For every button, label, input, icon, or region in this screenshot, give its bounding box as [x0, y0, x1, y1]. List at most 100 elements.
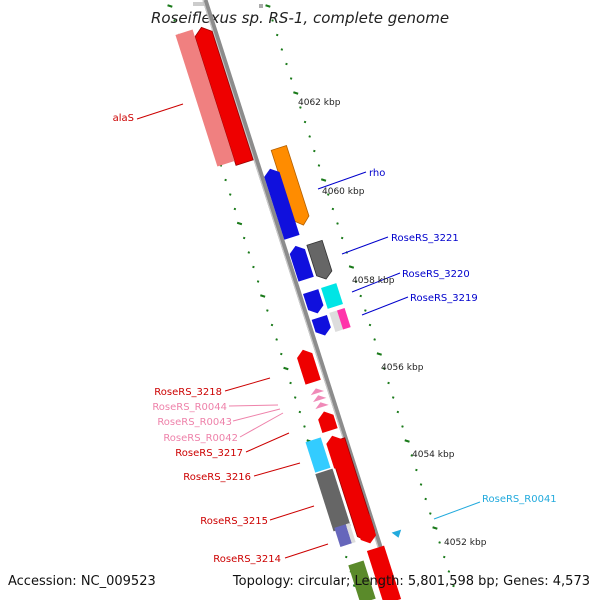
tick-mark	[283, 366, 289, 371]
tick-mark	[331, 207, 335, 211]
gene-roseRS-3219[interactable]	[329, 308, 351, 332]
leader-alaS	[136, 103, 184, 120]
cut-segment	[259, 4, 263, 8]
gene-roseRS-3217[interactable]	[316, 409, 338, 433]
tick-mark	[260, 294, 266, 298]
tick-mark	[298, 410, 302, 414]
tick-mark	[336, 222, 339, 225]
gene-roseRS-R0041[interactable]	[391, 529, 404, 540]
gene-label-roseRS-R0044[interactable]: RoseRS_R0044	[152, 402, 227, 413]
position-label: 4054 kbp	[412, 450, 455, 460]
gene-label-rho[interactable]: rho	[369, 168, 385, 179]
tick-mark	[410, 454, 414, 457]
tick-track-outer	[265, 4, 455, 588]
gene-roseRS-R0042[interactable]	[314, 400, 329, 410]
gene-label-roseRS-3218[interactable]: RoseRS_3218	[154, 387, 222, 398]
tick-mark	[429, 512, 432, 515]
tick-mark	[167, 4, 173, 8]
position-label: 4058 kbp	[352, 276, 395, 286]
gene-label-roseRS-3221[interactable]: RoseRS_3221	[391, 233, 459, 244]
gene-label-roseRS-R0041[interactable]: RoseRS_R0041	[482, 494, 557, 505]
tick-mark	[376, 352, 382, 356]
tick-mark	[452, 584, 455, 588]
tick-mark	[359, 294, 362, 298]
leader-roseRS-3216	[253, 462, 301, 477]
gene-label-roseRS-3220[interactable]: RoseRS_3220	[402, 269, 470, 280]
leader-roseRS-3221	[341, 236, 389, 255]
tick-mark	[275, 338, 278, 341]
position-label: 4060 kbp	[322, 187, 365, 197]
tick-mark	[303, 120, 307, 124]
tick-mark	[308, 135, 311, 138]
tick-mark	[224, 178, 227, 182]
gene-blue-3[interactable]	[303, 289, 325, 316]
tick-mark	[387, 381, 390, 385]
tick-mark	[173, 19, 176, 22]
gene-label-roseRS-3217[interactable]: RoseRS_3217	[175, 448, 243, 459]
gene-blue-4[interactable]	[311, 314, 333, 338]
tick-mark	[293, 91, 299, 95]
gene-blue-2[interactable]	[288, 243, 314, 282]
leader-roseRS-R0044	[228, 404, 279, 407]
tick-mark	[340, 236, 344, 240]
gene-alaS-pink[interactable]	[175, 29, 235, 167]
gene-roseRS-R0044[interactable]	[309, 386, 325, 396]
tick-mark	[432, 526, 438, 530]
gene-label-roseRS-3216[interactable]: RoseRS_3216	[183, 472, 251, 483]
gene-roseRS-R0043[interactable]	[312, 393, 327, 403]
tick-mark	[293, 396, 297, 399]
tick-mark	[354, 280, 358, 283]
gene-gray-long[interactable]	[315, 468, 351, 532]
tick-mark	[236, 221, 243, 226]
gene-roseRS-3221[interactable]	[306, 239, 334, 281]
gene-red-small[interactable]	[325, 433, 350, 469]
leader-roseRS-R0042	[239, 412, 284, 438]
tick-mark	[233, 207, 237, 211]
tick-mark	[438, 541, 441, 544]
gene-label-roseRS-R0043[interactable]: RoseRS_R0043	[157, 417, 232, 428]
gene-alaS[interactable]	[193, 25, 254, 166]
tick-mark	[404, 439, 410, 443]
tick-mark	[396, 410, 400, 414]
gene-roseRS-3214[interactable]	[366, 545, 402, 600]
tick-mark	[280, 48, 284, 51]
leader-roseRS-3214	[284, 543, 329, 559]
gene-cyan[interactable]	[305, 437, 331, 473]
gene-label-roseRS-3214[interactable]: RoseRS_3214	[213, 554, 281, 565]
tick-mark	[270, 323, 274, 327]
leader-roseRS-R0041	[433, 501, 481, 520]
tick-mark	[317, 164, 321, 167]
tick-mark	[313, 149, 316, 153]
tick-mark	[303, 425, 306, 428]
position-label: 4052 kbp	[444, 538, 487, 548]
gene-olive[interactable]	[348, 560, 376, 600]
topology-text: Topology: circular; Length: 5,801,598 bp…	[232, 574, 590, 589]
leader-rho	[317, 171, 367, 190]
gene-label-roseRS-3219[interactable]: RoseRS_3219	[410, 293, 478, 304]
accession-text: Accession: NC_009523	[8, 574, 156, 589]
tick-mark	[348, 265, 355, 269]
tick-mark	[280, 352, 283, 356]
map-title: Roseiflexus sp. RS-1, complete genome	[150, 9, 450, 27]
leader-roseRS-3215	[269, 505, 315, 521]
tick-mark	[344, 555, 348, 559]
gene-roseRS-3218[interactable]	[295, 347, 321, 385]
gene-label-alaS[interactable]: alaS	[113, 113, 134, 124]
gene-roseRS-3220[interactable]	[321, 283, 343, 309]
gene-roseRS-3215[interactable]	[354, 514, 378, 546]
tick-mark	[320, 178, 327, 182]
tick-mark	[368, 323, 372, 327]
tick-mark	[424, 497, 427, 501]
tick-mark	[228, 193, 232, 196]
tick-mark	[382, 367, 386, 370]
leader-roseRS-3220	[351, 272, 401, 293]
tick-mark	[442, 555, 446, 559]
tick-mark	[419, 483, 423, 486]
leader-roseRS-R0043	[232, 408, 281, 422]
gene-blue-1[interactable]	[262, 166, 300, 240]
gene-label-roseRS-R0042[interactable]: RoseRS_R0042	[163, 433, 238, 444]
position-label: 4056 kbp	[381, 363, 424, 373]
tick-mark	[447, 570, 451, 573]
gene-label-roseRS-3215[interactable]: RoseRS_3215	[200, 516, 268, 527]
gene-violet[interactable]	[334, 523, 356, 547]
